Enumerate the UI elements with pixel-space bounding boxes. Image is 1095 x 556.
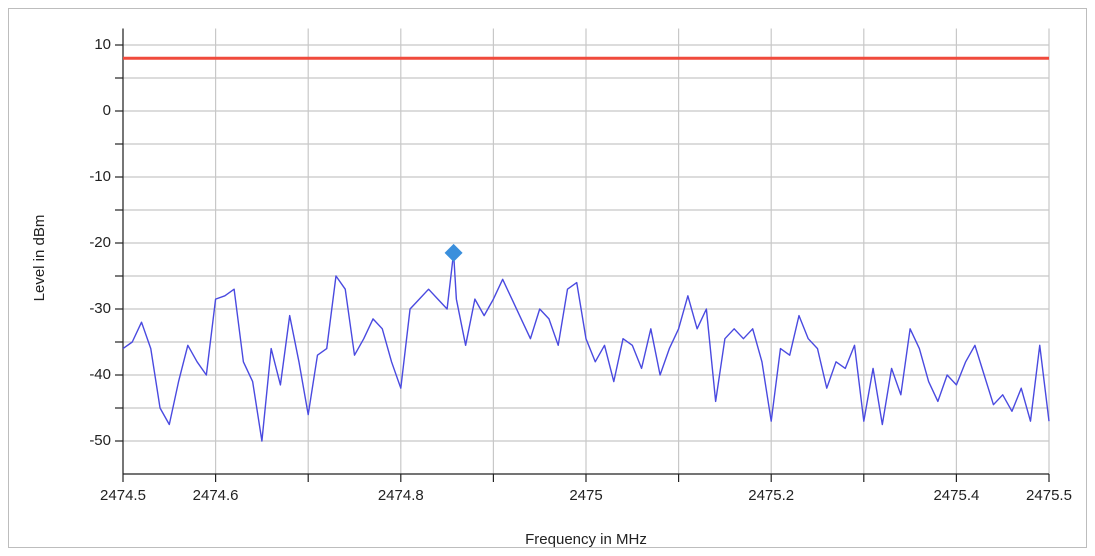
x-tick-label: 2475.5 <box>1026 487 1072 504</box>
y-tick-label: 10 <box>94 36 111 53</box>
trace <box>122 252 1050 442</box>
y-tick-label: -20 <box>89 234 111 251</box>
y-tick-label: -50 <box>89 432 111 449</box>
y-tick-label: 0 <box>103 102 111 119</box>
y-tick-label: -40 <box>89 366 111 383</box>
peak-marker <box>444 243 463 262</box>
y-tick-label: -10 <box>89 168 111 185</box>
x-tick-label: 2475.2 <box>748 487 794 504</box>
x-tick-label: 2475 <box>569 487 602 504</box>
x-tick-label: 2474.6 <box>193 487 239 504</box>
y-tick-label: -30 <box>89 300 111 317</box>
frame <box>8 8 1087 548</box>
y-axis-title: Level in dBm <box>31 215 48 302</box>
x-tick-label: 2474.5 <box>100 487 146 504</box>
x-tick-label: 2475.4 <box>933 487 979 504</box>
x-axis-title: Frequency in MHz <box>525 531 647 548</box>
x-tick-label: 2474.8 <box>378 487 424 504</box>
